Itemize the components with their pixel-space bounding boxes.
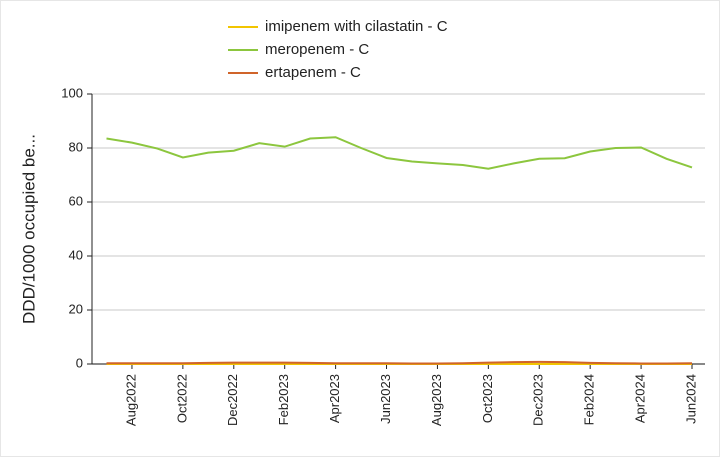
legend-label: imipenem with cilastatin - C xyxy=(265,18,448,35)
series-line xyxy=(106,136,693,170)
y-tick-label: 40 xyxy=(69,247,83,262)
x-tick-label: Oct2023 xyxy=(480,374,495,423)
x-tick-label: Aug2022 xyxy=(123,374,138,426)
x-tick-label: Aug2023 xyxy=(429,374,444,426)
series-line xyxy=(106,360,693,365)
x-tick-label: Dec2022 xyxy=(225,374,240,426)
x-tick-label: Feb2023 xyxy=(276,374,291,425)
y-tick-label: 60 xyxy=(69,193,83,208)
y-axis-label: DDD/1000 occupied be... xyxy=(19,134,38,324)
y-tick-label: 0 xyxy=(76,355,83,370)
legend-label: ertapenem - C xyxy=(265,64,361,81)
x-tick-label: Apr2023 xyxy=(327,374,342,423)
legend-label: meropenem - C xyxy=(265,41,369,58)
y-tick-label: 80 xyxy=(69,139,83,154)
x-tick-label: Dec2023 xyxy=(531,374,546,426)
x-tick-label: Apr2024 xyxy=(633,374,648,423)
x-tick-label: Oct2022 xyxy=(174,374,189,423)
x-tick-label: Feb2024 xyxy=(582,374,597,425)
x-tick-label: Jun2024 xyxy=(683,374,698,424)
y-tick-label: 20 xyxy=(69,301,83,316)
x-tick-label: Jun2023 xyxy=(378,374,393,424)
y-tick-label: 100 xyxy=(61,85,83,100)
